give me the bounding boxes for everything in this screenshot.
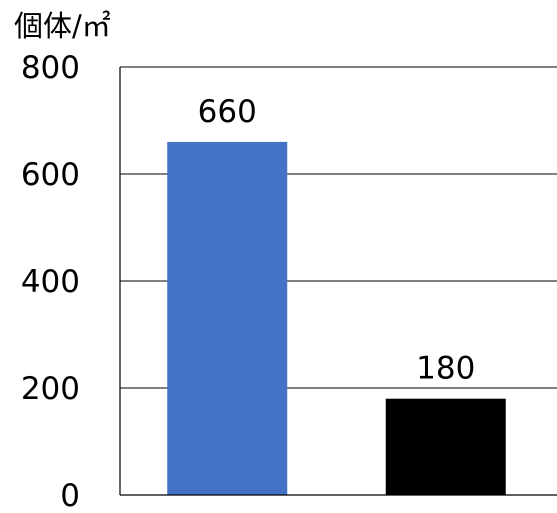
bar-2 (385, 398, 506, 495)
axes (119, 67, 557, 496)
y-tick-label: 600 (21, 157, 80, 193)
data-label-1: 660 (198, 94, 257, 130)
y-tick-label: 0 (60, 478, 80, 513)
y-tick-labels: 0 200 400 600 800 (21, 50, 80, 513)
y-tick-label: 200 (21, 371, 80, 407)
bars (167, 141, 506, 495)
bar-1 (167, 141, 288, 495)
data-label-2: 180 (416, 351, 475, 387)
data-labels: 660 180 (198, 94, 476, 387)
y-tick-label: 800 (21, 50, 80, 86)
y-axis-unit-label: 個体/㎡ (14, 9, 111, 43)
y-tick-label: 400 (21, 264, 80, 300)
